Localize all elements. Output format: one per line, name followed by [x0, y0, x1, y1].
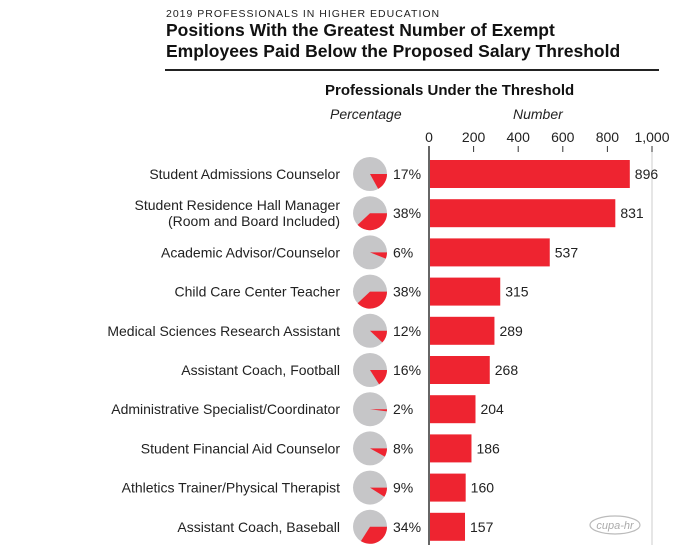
tick-label: 0 [425, 129, 433, 145]
bar [430, 316, 495, 345]
tick-label: 200 [462, 129, 486, 145]
category-label: Child Care Center Teacher [175, 284, 341, 300]
bar [430, 277, 501, 306]
bar [430, 356, 490, 384]
title-rule [165, 69, 659, 71]
percentage-label: 9% [393, 480, 413, 496]
tick-label: 400 [507, 129, 531, 145]
number-header: Number [513, 106, 563, 122]
value-label: 896 [635, 166, 659, 182]
pie-slice [370, 448, 387, 457]
category-label: Assistant Coach, Football [181, 362, 340, 378]
pie-slice [370, 487, 387, 497]
percentage-label: 12% [393, 323, 421, 339]
category-label: Medical Sciences Research Assistant [107, 323, 340, 339]
tick-label: 1,000 [634, 129, 669, 145]
percentage-header: Percentage [330, 106, 402, 122]
pie-slice [370, 330, 387, 343]
bar [430, 199, 616, 228]
pie-slice [370, 370, 387, 385]
value-label: 157 [470, 519, 494, 535]
value-label: 537 [555, 244, 579, 260]
value-label: 160 [471, 480, 495, 496]
pie-slice [370, 409, 387, 412]
chart-title: Positions With the Greatest Number of Ex… [166, 20, 620, 62]
percentage-label: 8% [393, 440, 413, 456]
value-label: 186 [476, 440, 500, 456]
value-label: 831 [620, 205, 644, 221]
bar [430, 512, 466, 541]
percentage-label: 38% [393, 205, 421, 221]
pie-slice [357, 291, 387, 309]
tick-label: 800 [596, 129, 620, 145]
title-line-2: Employees Paid Below the Proposed Salary… [166, 41, 621, 61]
pie-slice [370, 174, 387, 189]
pie-slice [360, 526, 387, 544]
category-label: Assistant Coach, Baseball [177, 519, 340, 535]
bar [430, 434, 472, 463]
percentage-label: 6% [393, 244, 413, 260]
value-label: 289 [499, 323, 523, 339]
percentage-label: 2% [393, 401, 413, 417]
tick-label: 600 [551, 129, 575, 145]
value-label: 315 [505, 284, 529, 300]
category-label: Administrative Specialist/Coordinator [111, 401, 340, 417]
percentage-label: 34% [393, 519, 421, 535]
chart-subtitle: Professionals Under the Threshold [325, 82, 575, 99]
value-label: 204 [480, 401, 504, 417]
percentage-label: 38% [393, 284, 421, 300]
bar [430, 238, 550, 267]
category-label: Athletics Trainer/Physical Therapist [122, 480, 340, 496]
kicker: 2019 PROFESSIONALS IN HIGHER EDUCATION [166, 8, 441, 20]
category-label: Student Residence Hall Manager [135, 197, 341, 213]
logo-text: cupa-hr [596, 520, 635, 532]
category-label: Student Financial Aid Counselor [141, 440, 341, 456]
bar [430, 395, 476, 424]
bar [430, 160, 630, 188]
value-label: 268 [495, 362, 519, 378]
pie-slice [370, 252, 387, 259]
category-label: Student Admissions Counselor [149, 166, 340, 182]
pie-slice [357, 213, 387, 231]
category-label: Academic Advisor/Counselor [161, 244, 340, 260]
bar [430, 473, 466, 502]
title-line-1: Positions With the Greatest Number of Ex… [166, 20, 555, 40]
category-label: (Room and Board Included) [168, 213, 340, 229]
percentage-label: 17% [393, 166, 421, 182]
percentage-label: 16% [393, 362, 421, 378]
logo-mark [589, 515, 641, 535]
